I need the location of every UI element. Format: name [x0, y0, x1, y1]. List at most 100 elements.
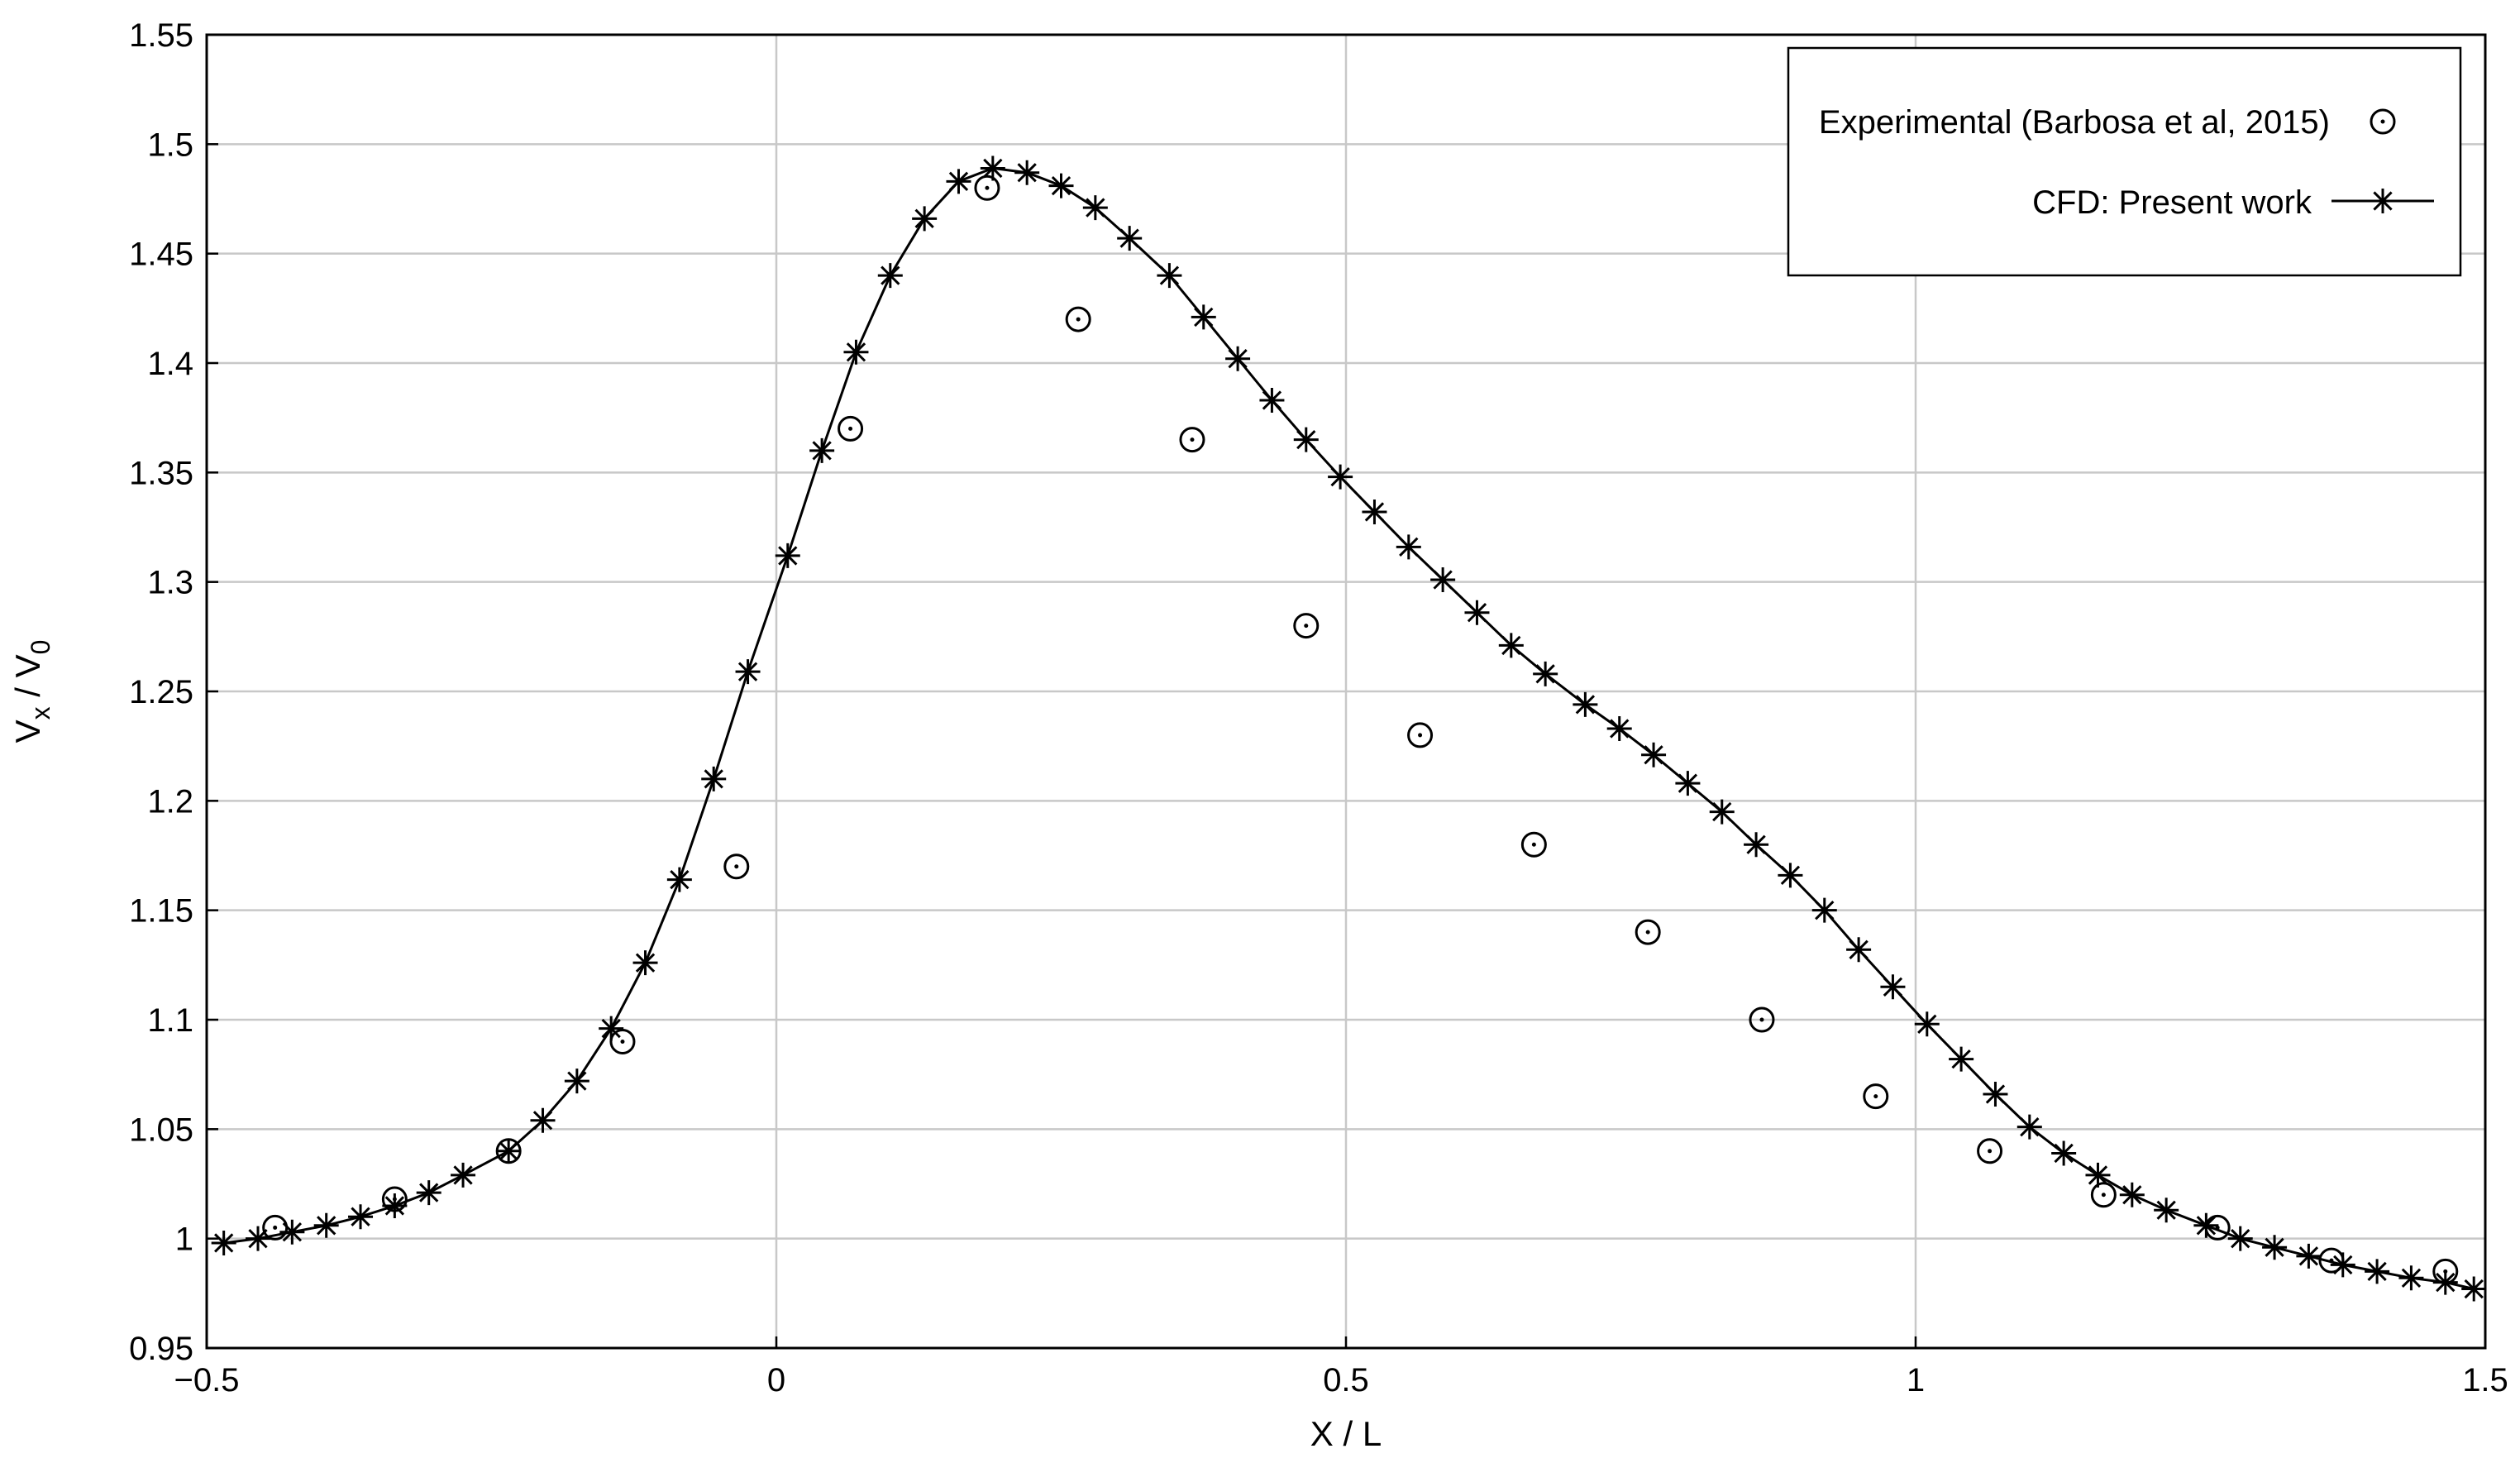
cfd-point [1778, 863, 1803, 888]
marker-dot [1418, 733, 1423, 738]
cfd-point [1157, 263, 1182, 289]
experimental-point [609, 1028, 636, 1054]
experimental-point [1179, 427, 1205, 453]
series-lines [223, 166, 2475, 1290]
legend-label-experimental: Experimental (Barbosa et al, 2015) [1819, 104, 2330, 141]
marker-dot [2101, 1193, 2106, 1198]
cfd-point [1225, 346, 1251, 371]
cfd-point [1983, 1081, 2008, 1107]
cfd-point [1846, 937, 1872, 963]
cfd-point [382, 1193, 408, 1218]
y-axis-label-sub1: x [26, 706, 55, 720]
cfd-point [2119, 1182, 2145, 1207]
marker-dot [848, 426, 853, 431]
cfd-point [530, 1107, 556, 1133]
marker-ring [723, 853, 750, 880]
legend-swatch-cfd [2331, 189, 2434, 213]
marker-ring [1179, 427, 1205, 453]
series-markers [211, 155, 2487, 1302]
marker-ring [1749, 1006, 1775, 1033]
y-tick-label: 1.45 [129, 237, 193, 273]
cfd-point [564, 1069, 589, 1094]
cfd-point [1709, 799, 1735, 825]
y-tick-label: 1 [175, 1222, 193, 1258]
cfd-point [2193, 1212, 2219, 1238]
y-tick-label: 1.15 [129, 893, 193, 930]
cfd-point [313, 1212, 339, 1238]
cfd-point [1014, 160, 1040, 185]
y-tick-label: 0.95 [129, 1331, 193, 1367]
cfd-point [809, 437, 835, 463]
cfd-point [1191, 304, 1216, 330]
cfd-point [701, 766, 727, 791]
cfd-point [1573, 691, 1598, 717]
marker-dot [620, 1039, 625, 1044]
cfd-point [246, 1226, 271, 1251]
legend-swatch-experimental [2370, 108, 2396, 135]
x-tick-label: 1 [1907, 1362, 1925, 1398]
experimental-point [723, 853, 750, 880]
cfd-point [1880, 974, 1906, 1000]
series-line-cfd [223, 166, 2475, 1290]
cfd-point [2365, 1259, 2390, 1284]
marker-dot [985, 185, 990, 190]
experimental-point [1635, 919, 1661, 945]
cfd-point [1914, 1011, 1940, 1037]
experimental-point [1065, 306, 1091, 332]
legend-marker-experimental [2370, 108, 2396, 135]
cfd-point [2296, 1243, 2322, 1269]
experimental-point [838, 415, 864, 442]
cfd-point [1606, 715, 1632, 741]
cfd-point [1328, 464, 1353, 490]
marker-dot [2380, 119, 2385, 124]
cfd-point [2227, 1226, 2253, 1251]
experimental-point [1977, 1138, 2003, 1164]
cfd-point [1675, 771, 1701, 796]
cfd-point [666, 867, 692, 892]
marker-ring [1635, 919, 1661, 945]
marker-ring [2370, 108, 2396, 135]
legend-label-cfd: CFD: Present work [2032, 184, 2312, 221]
marker-ring [1977, 1138, 2003, 1164]
marker-ring [1407, 722, 1434, 748]
cfd-point [1396, 534, 1421, 560]
cfd-point [211, 1230, 236, 1255]
cfd-point [980, 155, 1005, 181]
experimental-point [1407, 722, 1434, 748]
cfd-point [2432, 1269, 2458, 1295]
cfd-point [416, 1180, 441, 1206]
x-tick-label: 0.5 [1323, 1362, 1369, 1398]
experimental-point [1293, 613, 1320, 639]
cfd-point [1811, 897, 1837, 923]
marker-dot [1076, 317, 1081, 322]
y-tick-label: 1.1 [147, 1002, 193, 1039]
cfd-point [1117, 226, 1143, 251]
legend: Experimental (Barbosa et al, 2015) CFD: … [1787, 46, 2462, 277]
marker-ring [1520, 831, 1547, 858]
experimental-point [2090, 1182, 2117, 1208]
cfd-point [1048, 173, 1074, 198]
marker-dot [1531, 842, 1536, 847]
cfd-point [1082, 195, 1108, 221]
cfd-point [348, 1204, 374, 1230]
marker-dot [1873, 1094, 1878, 1099]
marker-ring [1065, 306, 1091, 332]
y-tick-label: 1.35 [129, 455, 193, 491]
y-tick-label: 1.4 [147, 346, 193, 382]
cfd-point [1430, 567, 1456, 593]
y-axis-label-sep: / V [8, 654, 47, 706]
x-tick-label: −0.5 [174, 1362, 240, 1398]
cfd-point [946, 169, 971, 194]
y-tick-label: 1.25 [129, 674, 193, 710]
y-tick-label: 1.2 [147, 783, 193, 820]
marker-ring [974, 175, 1000, 201]
experimental-point [1749, 1006, 1775, 1033]
cfd-point [2016, 1114, 2042, 1140]
x-tick-label: 1.5 [2462, 1362, 2508, 1398]
legend-marker-cfd [2370, 189, 2395, 213]
legend-box [1787, 46, 2462, 277]
experimental-point [974, 175, 1000, 201]
y-tick-label: 1.55 [129, 17, 193, 54]
y-axis-label-main: V [8, 720, 47, 743]
